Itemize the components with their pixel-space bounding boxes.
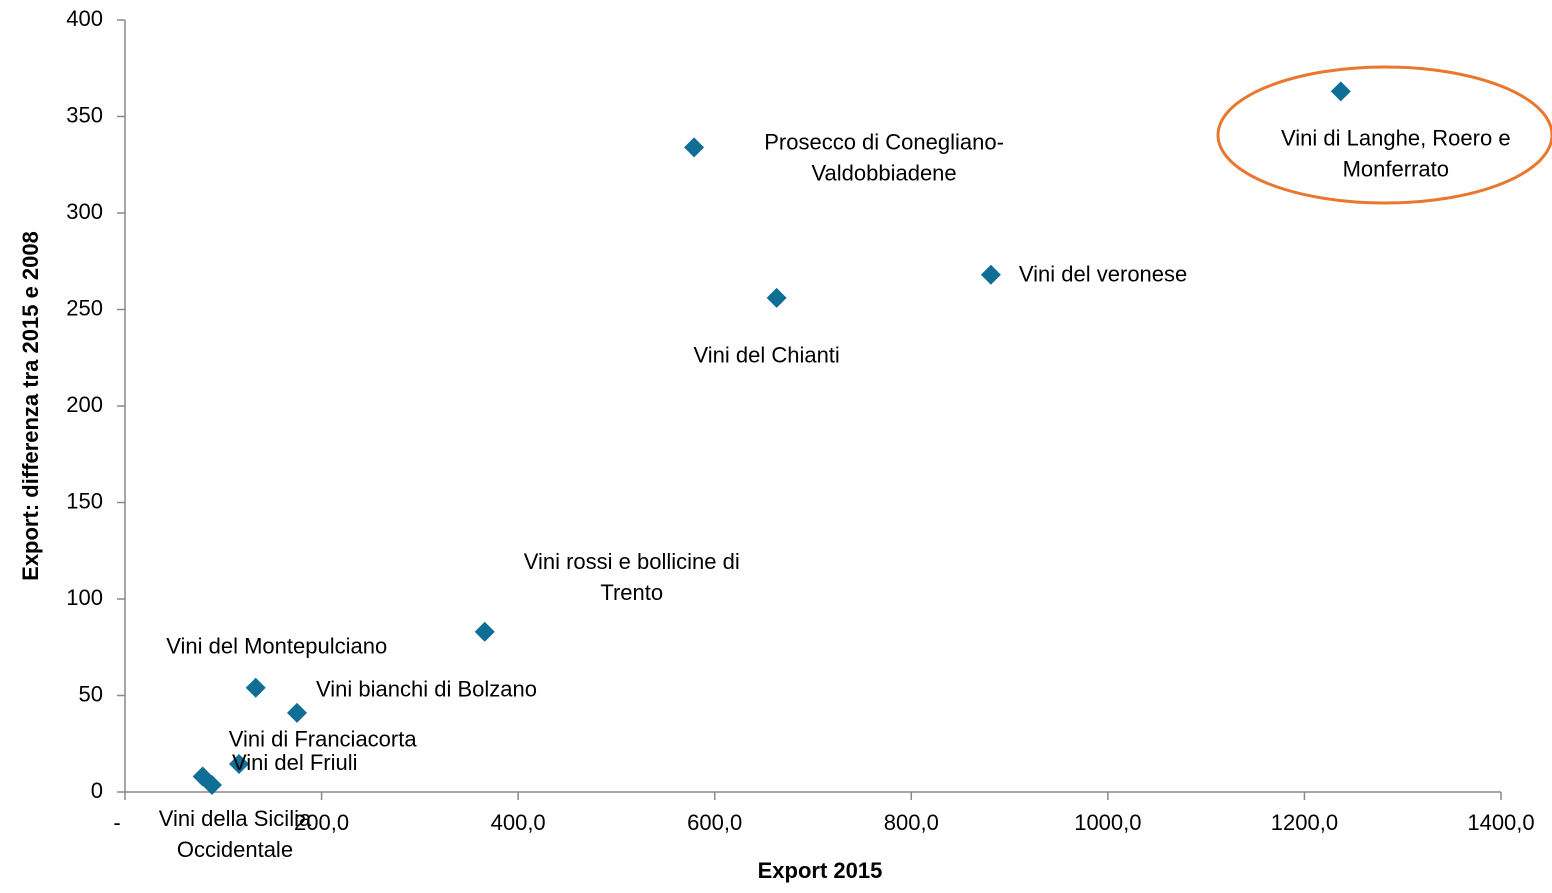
y-tick-label: 0 [91, 778, 103, 803]
point-label-line: Vini rossi e bollicine di [524, 549, 740, 574]
x-axis-title: Export 2015 [758, 858, 883, 883]
y-tick-label: 400 [66, 6, 103, 31]
y-tick-label: 200 [66, 392, 103, 417]
marker [684, 137, 705, 158]
highlight-ellipse [1216, 65, 1552, 205]
y-tick-label: 150 [66, 488, 103, 513]
point-label: Vini rossi e bollicine di Trento [524, 549, 740, 605]
point-label-line: Vini di Langhe, Roero e [1281, 125, 1511, 150]
point-label: Vini del Friuli [232, 750, 358, 775]
point-label-line: Prosecco di Conegliano- [764, 129, 1004, 154]
x-tick-label: 800,0 [884, 810, 939, 835]
x-tick-label: 600,0 [687, 810, 742, 835]
marker [1330, 81, 1351, 102]
x-tick-label: 200,0 [294, 810, 349, 835]
marker [474, 621, 495, 642]
marker [201, 775, 222, 796]
point-label: Vini del Chianti [693, 343, 839, 368]
point-label: Vini della Sicilia Occidentale [159, 806, 312, 862]
y-axis-title: Export: differenza tra 2015 e 2008 [18, 231, 43, 581]
point-label-line: Occidentale [177, 837, 293, 862]
point-label-line: Vini della Sicilia [159, 806, 312, 831]
marker [766, 287, 787, 308]
marker [245, 677, 266, 698]
point-label: Vini di Franciacorta [229, 726, 418, 751]
point-label: Vini bianchi di Bolzano [316, 677, 537, 702]
x-tick-label: 1000,0 [1074, 810, 1141, 835]
y-tick-label: 100 [66, 585, 103, 610]
marker [980, 264, 1001, 285]
y-tick-label: 250 [66, 295, 103, 320]
x-tick-label: 1400,0 [1467, 810, 1534, 835]
x-tick-label: - [113, 810, 120, 835]
point-label-line: Monferrato [1343, 156, 1449, 181]
y-tick-label: 50 [79, 681, 103, 706]
point-label-line: Valdobbiadene [811, 160, 956, 185]
point-label: Prosecco di Conegliano- Valdobbiadene [764, 129, 1004, 185]
x-tick-label: 1200,0 [1271, 810, 1338, 835]
point-label: Vini del veronese [1019, 262, 1187, 287]
point-label-line: Trento [600, 580, 663, 605]
marker [287, 702, 307, 723]
y-tick-label: 300 [66, 199, 103, 224]
point-label: Vini di Langhe, Roero e Monferrato [1281, 125, 1511, 181]
y-tick-label: 350 [66, 102, 103, 127]
marker [229, 754, 250, 775]
point-label: Vini del Montepulciano [166, 634, 387, 659]
x-tick-label: 400,0 [491, 810, 546, 835]
